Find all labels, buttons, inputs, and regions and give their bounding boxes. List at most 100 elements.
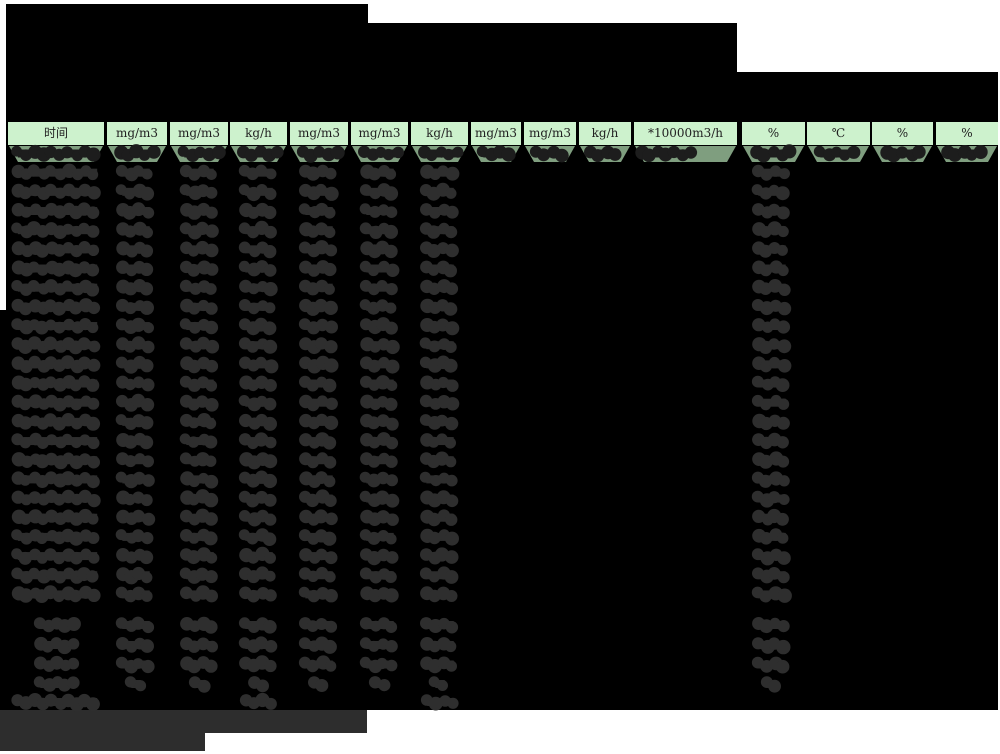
redacted-cell-value bbox=[11, 241, 100, 258]
redacted-cell-value bbox=[115, 656, 155, 674]
redacted-cell-value bbox=[298, 636, 337, 654]
redacted-cell-value bbox=[751, 548, 791, 566]
redacted-cell-value bbox=[476, 145, 516, 162]
redacted-cell-value bbox=[752, 260, 789, 277]
redacted-cell-value bbox=[33, 617, 81, 633]
header-cell-4: mg/m3 bbox=[290, 122, 348, 145]
redacted-cell-value bbox=[115, 355, 154, 374]
redacted-cell-value bbox=[238, 220, 277, 239]
redacted-cell-value bbox=[360, 394, 398, 411]
redacted-cell-value bbox=[11, 318, 99, 335]
redacted-cell-value bbox=[34, 636, 80, 655]
redacted-cell-value bbox=[298, 529, 337, 546]
table-row bbox=[11, 240, 788, 259]
redacted-cell-value bbox=[635, 145, 698, 163]
redacted-cell-value bbox=[419, 337, 457, 353]
table-row bbox=[11, 317, 791, 336]
redacted-cell-value bbox=[180, 298, 218, 315]
redacted-cell-value bbox=[116, 637, 154, 653]
redacted-cell-value bbox=[359, 490, 400, 508]
redacted-cell-value bbox=[420, 509, 458, 527]
redacted-cell-value bbox=[299, 298, 338, 316]
redacted-cell-value bbox=[880, 145, 926, 163]
redacted-cell-value bbox=[298, 586, 338, 603]
redacted-cell-value bbox=[179, 336, 220, 354]
redacted-cell-value bbox=[359, 299, 397, 315]
redacted-cell-value bbox=[420, 433, 456, 449]
redacted-cell-value bbox=[298, 655, 337, 673]
redacted-cell-value bbox=[298, 566, 336, 583]
redacted-cell-value bbox=[419, 182, 457, 201]
redacted-cell-value bbox=[529, 145, 569, 163]
redacted-cell-value bbox=[116, 432, 154, 450]
redacted-cell-value bbox=[752, 413, 790, 431]
table-row bbox=[11, 546, 791, 566]
redacted-cell-value bbox=[179, 221, 219, 240]
redacted-cell-value bbox=[180, 656, 218, 674]
redacted-cell-value bbox=[419, 414, 459, 431]
redacted-cell-value bbox=[420, 241, 459, 258]
redacted-cell-value bbox=[239, 546, 277, 564]
redacted-cell-value bbox=[299, 260, 337, 277]
redacted-cell-value bbox=[180, 413, 217, 430]
redacted-cell-value bbox=[360, 164, 397, 181]
redacted-cell-value bbox=[420, 528, 459, 546]
redacted-cell-value bbox=[751, 299, 792, 316]
redacted-cell-value bbox=[116, 336, 155, 354]
redacted-cell-value bbox=[752, 318, 791, 334]
redacted-cell-value bbox=[116, 279, 154, 296]
redacted-cell-value bbox=[752, 241, 788, 258]
table-row bbox=[11, 355, 792, 374]
redacted-cell-value bbox=[751, 490, 790, 508]
redacted-cell-value bbox=[11, 375, 100, 392]
summary-row bbox=[34, 636, 791, 655]
header-cell-2: mg/m3 bbox=[170, 122, 228, 145]
redacted-cell-value bbox=[941, 145, 988, 162]
redacted-cell-value bbox=[359, 279, 398, 296]
table-row bbox=[11, 508, 789, 527]
redacted-cell-value bbox=[299, 337, 338, 355]
redacted-cell-value bbox=[359, 222, 398, 239]
redacted-cell-value bbox=[238, 241, 277, 259]
table-row bbox=[11, 470, 790, 489]
table-row bbox=[11, 566, 790, 585]
redacted-cell-value bbox=[360, 509, 399, 526]
redacted-cell-value bbox=[116, 490, 153, 507]
redacted-cell-value bbox=[239, 413, 277, 431]
redacted-cell-value bbox=[116, 452, 154, 468]
redacted-cell-value bbox=[238, 528, 277, 546]
redacted-cell-value bbox=[11, 298, 101, 316]
redacted-cell-value bbox=[299, 548, 338, 565]
redacted-cell-value bbox=[11, 489, 101, 508]
summary-row bbox=[34, 655, 790, 674]
redacted-cell-value bbox=[238, 337, 278, 354]
redacted-cell-value bbox=[180, 508, 218, 526]
redacted-cell-value bbox=[179, 164, 217, 181]
redacted-cell-value bbox=[420, 637, 457, 653]
table-row bbox=[11, 182, 790, 202]
redacted-footer-step-1 bbox=[0, 710, 367, 733]
redacted-cell-value bbox=[238, 509, 277, 527]
redacted-cell-value bbox=[188, 676, 211, 693]
redacted-cell-value bbox=[358, 145, 405, 161]
table-row bbox=[11, 528, 789, 546]
redacted-cell-value bbox=[359, 617, 398, 633]
redacted-cell-value bbox=[11, 508, 99, 526]
header-cell-7: mg/m3 bbox=[471, 122, 521, 145]
redacted-cell-value bbox=[296, 145, 345, 163]
redacted-cell-value bbox=[116, 393, 155, 412]
redacted-cell-value bbox=[238, 395, 277, 412]
redacted-cell-value bbox=[11, 355, 101, 374]
redacted-cell-value bbox=[115, 471, 155, 489]
redacted-cell-value bbox=[419, 394, 460, 411]
redacted-cell-value bbox=[420, 279, 459, 296]
redacted-cell-value bbox=[359, 567, 397, 584]
table-row bbox=[11, 260, 789, 278]
redacted-cell-value bbox=[299, 394, 338, 412]
redacted-cell-value bbox=[248, 676, 269, 693]
redacted-cell-value bbox=[360, 317, 398, 335]
redacted-cell-value bbox=[115, 586, 153, 603]
redacted-cell-value bbox=[11, 413, 101, 431]
redacted-cell-value bbox=[11, 432, 100, 450]
redacted-cell-value bbox=[11, 183, 101, 200]
